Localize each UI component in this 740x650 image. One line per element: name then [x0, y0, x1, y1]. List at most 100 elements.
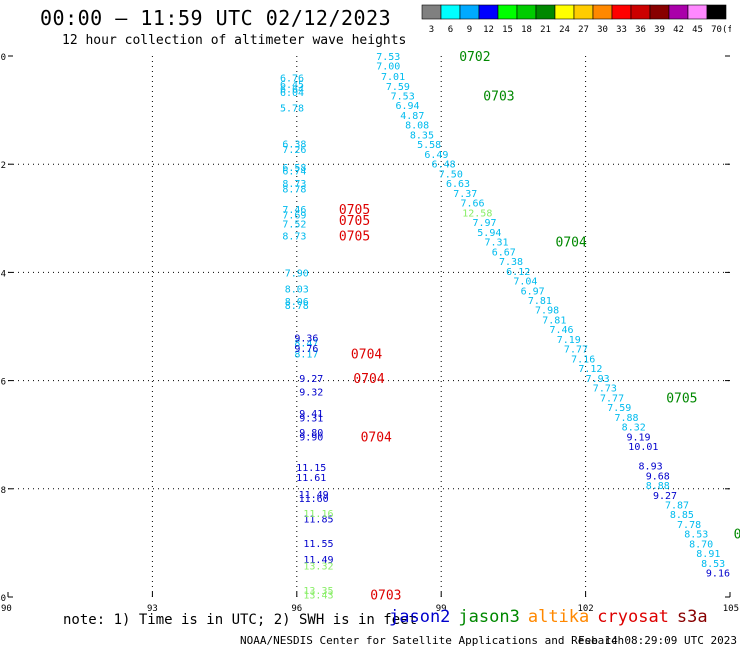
chart-subtitle: 12 hour collection of altimeter wave hei… — [62, 33, 407, 48]
data-point-label: 8.35 — [410, 130, 434, 141]
data-point-label: 8.88 — [646, 481, 670, 492]
colorbar-unit-label: (ft) — [722, 25, 731, 34]
data-point-label: 7.19 — [557, 335, 581, 346]
colorbar-tick-label: 42 — [673, 25, 684, 34]
data-point-label: 6.38 — [282, 140, 306, 151]
data-point-label: 7.77 — [600, 393, 624, 404]
data-point-label: 7.38 — [499, 257, 523, 268]
colorbar-tick-label: 3 — [429, 25, 434, 34]
data-point-label: 12.58 — [462, 208, 492, 219]
data-point-label: 8.08 — [405, 121, 429, 132]
mission-altika: altika — [527, 607, 590, 627]
data-point-label: 9.36 — [294, 333, 318, 344]
y-tick-label: -40 — [0, 594, 6, 604]
credit-line: NOAA/NESDIS Center for Satellite Applica… — [240, 634, 625, 647]
colorbar-tick-label: 27 — [578, 25, 589, 34]
data-point-label: 10.01 — [628, 442, 658, 453]
data-point-label: 13.43 — [303, 590, 333, 601]
colorbar-tick-label: 36 — [635, 25, 646, 34]
data-point-label: 8.70 — [689, 539, 713, 550]
data-point-label: 6.64 — [280, 84, 304, 95]
colorbar-tick-label: 21 — [540, 25, 551, 34]
pass-time-annotation: 0705 — [339, 214, 370, 229]
colorbar-tick-label: 24 — [559, 25, 570, 34]
data-point-label: 11.49 — [299, 490, 329, 501]
data-point-label: 9.27 — [299, 374, 323, 385]
data-point-label: 7.66 — [460, 199, 484, 210]
data-point-label: 6.67 — [492, 247, 516, 258]
data-point-label: 6.97 — [521, 286, 545, 297]
data-point-label: 8.53 — [684, 530, 708, 541]
data-point-label: 8.73 — [282, 232, 306, 243]
data-point-label: 11.55 — [303, 539, 333, 550]
data-point-label: 9.31 — [299, 413, 323, 424]
data-point-label: 11.15 — [296, 463, 326, 474]
pass-time-annotation: 0704 — [353, 372, 384, 387]
colorbar-tick-label: 45 — [692, 25, 703, 34]
data-point-label: 7.77 — [564, 345, 588, 356]
data-point-label: 9.80 — [299, 428, 323, 439]
data-point-label: 6.63 — [446, 179, 470, 190]
pass-time-annotation: 0705 — [666, 391, 697, 406]
data-point-label: 9.19 — [626, 432, 650, 443]
data-point-label: 5.58 — [417, 140, 441, 151]
colorbar-tick-label: 9 — [467, 25, 472, 34]
data-point-label: 7.04 — [513, 277, 537, 288]
data-point-label: 9.41 — [299, 409, 323, 420]
data-point-label: 7.69 — [282, 211, 306, 222]
data-point-label: 7.88 — [614, 413, 638, 424]
pass-time-annotation: 0705 — [339, 203, 370, 218]
data-point-label: 7.12 — [578, 364, 602, 375]
data-point-label: 7.01 — [381, 72, 405, 83]
x-tick-label: 96 — [291, 604, 302, 614]
data-point-label: 8.53 — [701, 559, 725, 570]
mission-legend: jason2 jason3 altika cryosat s3a — [389, 607, 716, 627]
data-point-label: 11.61 — [296, 473, 326, 484]
data-point-label: 8.32 — [622, 423, 646, 434]
y-tick-label: -34 — [0, 269, 6, 279]
colorbar-tick-label: 33 — [616, 25, 627, 34]
data-point-label: 7.37 — [453, 189, 477, 200]
data-point-label: 8.78 — [285, 301, 309, 312]
pass-time-annotation: 0704 — [361, 430, 392, 445]
data-point-label: 11.60 — [299, 494, 329, 505]
data-point-label: 4.87 — [400, 111, 424, 122]
data-point-label: 6.76 — [280, 74, 304, 85]
data-point-label: 8.03 — [285, 285, 309, 296]
y-tick-label: -32 — [0, 161, 6, 171]
data-point-label: 7.26 — [282, 145, 306, 156]
footer-note: note: 1) Time is in UTC; 2) SWH is in fe… — [63, 612, 418, 628]
data-point-label: 9.16 — [706, 569, 730, 580]
data-point-label: 6.49 — [424, 150, 448, 161]
data-point-label: 7.73 — [593, 384, 617, 395]
data-point-label: 6.12 — [506, 267, 530, 278]
data-point-label: 6.45 — [280, 80, 304, 91]
data-point-label: 7.16 — [571, 354, 595, 365]
mission-jason2: jason2 — [389, 607, 451, 627]
x-tick-label: 105 — [723, 604, 739, 614]
data-point-label: 7.46 — [549, 325, 573, 336]
data-point-label: 11.85 — [303, 515, 333, 526]
mission-s3a: s3a — [676, 607, 708, 627]
data-point-label: 8.78 — [282, 185, 306, 196]
data-point-label: 9.68 — [646, 471, 670, 482]
mission-jason3: jason3 — [458, 607, 520, 627]
data-point-label: 7.59 — [386, 82, 410, 93]
data-point-label: 9.27 — [653, 491, 677, 502]
data-point-label: 8.47 — [294, 339, 318, 350]
data-point-label: 9.90 — [299, 432, 323, 443]
colorbar-tick-label: 70 — [711, 25, 722, 34]
x-tick-label: 90 — [1, 604, 12, 614]
x-tick-label: 93 — [147, 604, 158, 614]
data-point-label: 5.78 — [280, 103, 304, 114]
x-tick-label: 102 — [577, 604, 593, 614]
pass-time-annotation: 0704 — [351, 348, 382, 363]
data-point-label: 8.17 — [294, 350, 318, 361]
data-point-label: 7.59 — [607, 403, 631, 414]
data-point-label: 9.32 — [299, 387, 323, 398]
data-point-label: 7.97 — [472, 218, 496, 229]
data-point-label: 7.00 — [376, 62, 400, 73]
y-tick-label: -30 — [0, 53, 6, 63]
